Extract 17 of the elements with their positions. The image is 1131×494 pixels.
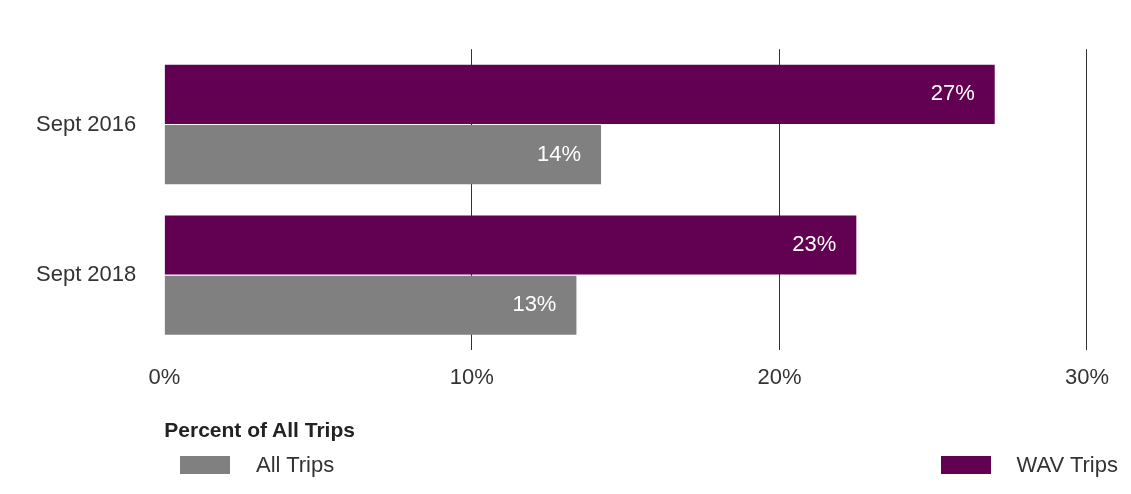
- x-tick-label: 30%: [1064, 363, 1110, 389]
- x-axis-title: Percent of All Trips: [164, 418, 355, 442]
- bar: [164, 275, 577, 335]
- x-tick-label: 20%: [757, 363, 802, 389]
- legend-label: All Trips: [256, 452, 335, 478]
- x-tick-label: 0%: [148, 363, 181, 389]
- data-label: 13%: [512, 291, 557, 317]
- data-label: 27%: [930, 80, 975, 106]
- y-tick-label: Sept 2016: [36, 110, 137, 136]
- data-label: 14%: [537, 140, 582, 166]
- y-tick-label: Sept 2018: [36, 261, 137, 287]
- bar: [164, 215, 857, 275]
- bar: [164, 64, 995, 124]
- data-label: 23%: [792, 231, 837, 257]
- legend-label: WAV Trips: [1016, 452, 1118, 478]
- x-tick-label: 10%: [449, 363, 494, 389]
- bar: [164, 125, 602, 185]
